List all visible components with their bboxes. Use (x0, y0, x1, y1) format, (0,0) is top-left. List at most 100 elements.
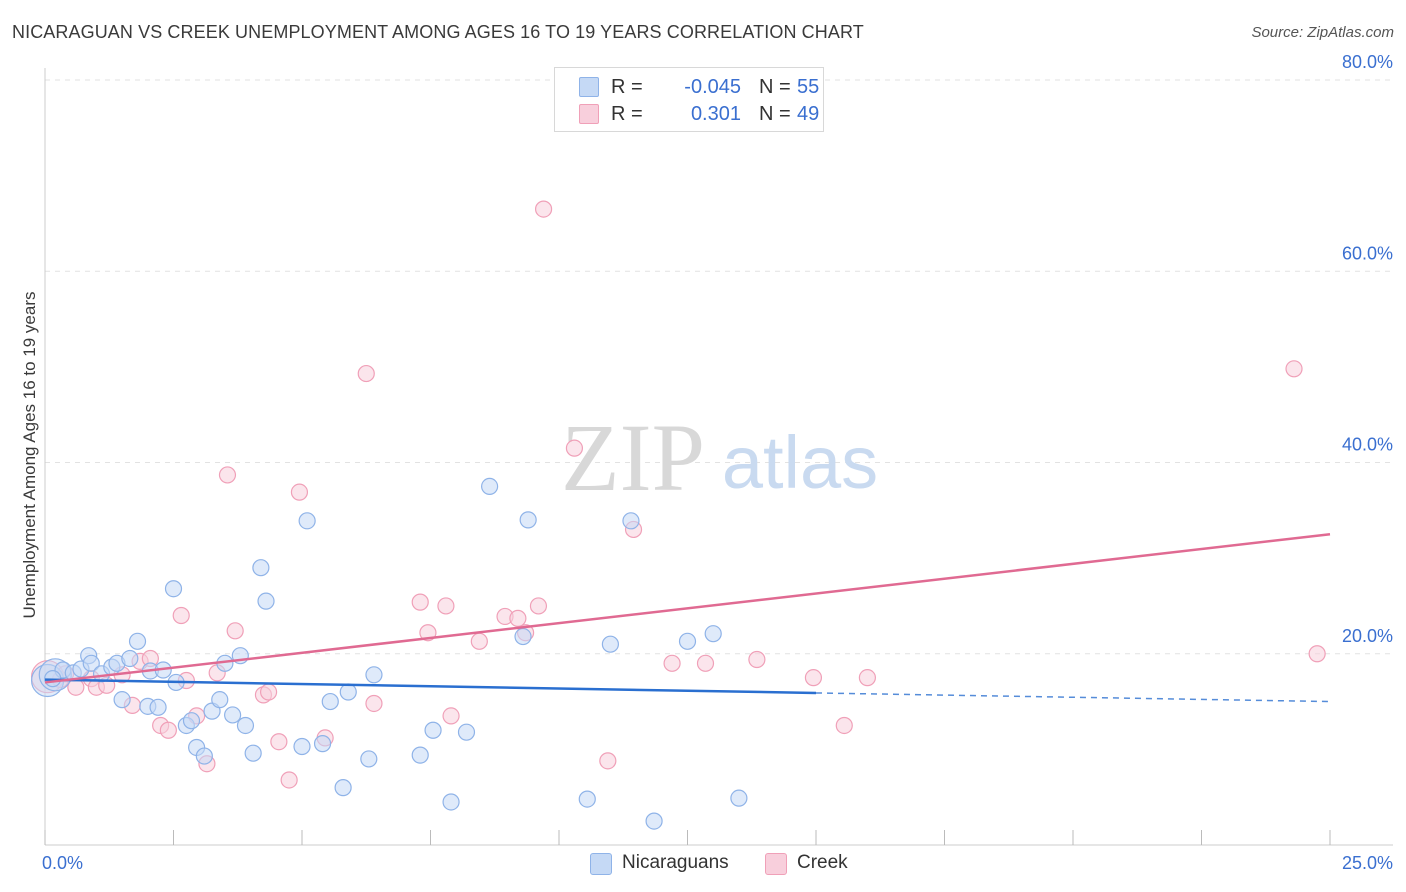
nicaraguan-point (365, 666, 383, 684)
nicaraguan-point (334, 779, 352, 797)
nicaraguan-trend-line-extension (815, 692, 1331, 703)
creek-point (509, 609, 527, 627)
creek-point (357, 364, 375, 383)
n-label: N = (759, 76, 791, 98)
nicaraguan-point (339, 683, 357, 701)
creek-point (290, 483, 309, 501)
creek-point (696, 654, 715, 672)
n-value: 49 (797, 103, 820, 125)
chart-title: NICARAGUAN VS CREEK UNEMPLOYMENT AMONG A… (12, 22, 864, 42)
creek-point (529, 597, 548, 615)
nicaraguan-point (645, 812, 663, 830)
creek-point (748, 650, 766, 669)
y-tick-label: 40.0% (1342, 435, 1393, 455)
nicaraguan-point (236, 716, 255, 735)
watermark-atlas: atlas (722, 421, 878, 504)
nicaraguan-point (293, 737, 311, 756)
nicaraguan-point (224, 706, 242, 724)
series-legend: Nicaraguans Creek (590, 851, 890, 877)
y-tick-label: 80.0% (1342, 52, 1393, 72)
nicaraguan-point (298, 512, 316, 530)
trend-lines (44, 532, 1331, 703)
source-credit: Source: ZipAtlas.com (1251, 24, 1394, 41)
x-tick-label: 0.0% (42, 853, 83, 873)
watermark: ZIP atlas (561, 404, 878, 511)
creek-trend-line (44, 532, 1331, 684)
creek-point (534, 200, 553, 218)
creek-point (226, 622, 244, 640)
creek-point (280, 771, 298, 789)
creek-point (172, 606, 190, 625)
nicaraguan-point (360, 750, 378, 768)
correlation-legend: R = -0.045 N = 55 R = 0.301 N = 49 (554, 67, 824, 132)
nicaraguan-point (519, 511, 537, 529)
nicaraguan-trend-line (44, 678, 817, 695)
creek-point (259, 683, 278, 701)
n-value: 55 (797, 76, 820, 98)
legend-label: Creek (797, 852, 848, 873)
legend-label: Nicaraguans (622, 852, 729, 873)
nicaraguans-swatch (590, 853, 612, 875)
creek-point (804, 669, 823, 687)
watermark-zip: ZIP (561, 404, 705, 511)
nicaraguan-point (313, 735, 332, 753)
nicaraguan-point (164, 580, 183, 598)
creek-swatch (579, 104, 599, 124)
creek-point (437, 597, 455, 615)
nicaraguan-point (195, 747, 213, 765)
creek-point (858, 669, 877, 687)
nicaraguan-point (128, 632, 147, 650)
creek-point (218, 466, 237, 484)
nicaraguan-point (622, 512, 640, 530)
nicaraguan-point (704, 625, 722, 643)
nicaraguan-point (252, 559, 270, 577)
nicaraguan-point (442, 793, 460, 811)
nicaraguan-point (730, 789, 748, 807)
y-axis-label: Unemployment Among Ages 16 to 19 years (20, 291, 39, 619)
axes (44, 68, 1393, 846)
creek-point (599, 752, 617, 770)
creek-point (663, 654, 681, 672)
creek-point (270, 733, 288, 751)
tick-labels: 20.0% 40.0% 60.0% 80.0% 0.0% 25.0% (42, 52, 1393, 873)
nicaraguan-point (457, 723, 476, 741)
r-value: 0.301 (690, 103, 741, 125)
creek-point (442, 707, 460, 725)
nicaraguan-point (82, 654, 100, 672)
creek-point (565, 439, 584, 457)
nicaraguans-swatch (579, 77, 599, 97)
x-tick-label: 25.0% (1342, 853, 1393, 873)
nicaraguan-point (411, 746, 429, 764)
creek-point (159, 721, 177, 739)
nicaraguan-point (424, 721, 442, 739)
creek-swatch (765, 853, 787, 875)
nicaraguan-point (514, 627, 532, 646)
r-value: -0.045 (684, 76, 741, 98)
y-tick-label: 20.0% (1342, 626, 1393, 646)
nicaraguan-point (211, 691, 229, 709)
nicaraguan-point (481, 477, 499, 496)
creek-point (835, 716, 853, 735)
creek-point (1285, 360, 1303, 378)
nicaraguan-point (244, 744, 262, 762)
r-label: R = (611, 76, 643, 98)
nicaraguan-point (601, 635, 620, 653)
nicaraguan-point (678, 632, 697, 650)
n-label: N = (759, 103, 791, 125)
creek-point (470, 632, 488, 650)
nicaraguan-point (578, 790, 596, 808)
nicaraguan-point (149, 698, 167, 716)
nicaraguan-points (30, 477, 748, 830)
nicaraguan-point (113, 691, 131, 709)
creek-point (411, 593, 429, 611)
nicaraguan-point (321, 692, 339, 711)
nicaraguan-point (257, 592, 275, 610)
creek-point (365, 694, 383, 713)
nicaraguan-point (121, 649, 139, 668)
gridlines (45, 79, 1393, 655)
y-tick-label: 60.0% (1342, 243, 1393, 263)
creek-point (1308, 645, 1326, 663)
r-label: R = (611, 103, 643, 125)
nicaraguan-point (182, 712, 201, 730)
